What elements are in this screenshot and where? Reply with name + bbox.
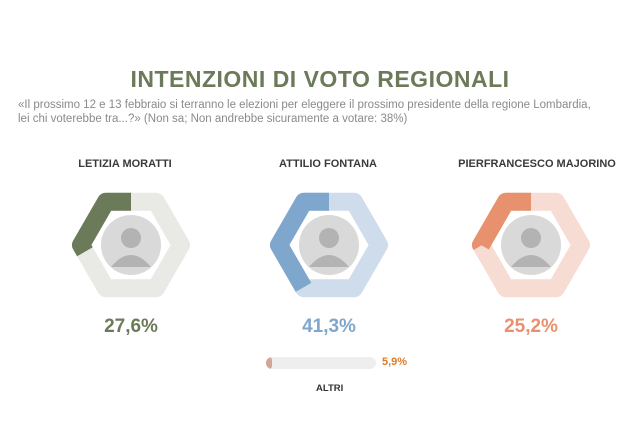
others-value-label: 5,9% [382,356,408,368]
others-bar-track [266,357,376,369]
survey-question: «Il prossimo 12 e 13 febbraio si terrann… [18,98,628,126]
value-label-moratti: 27,6% [104,316,158,337]
others-label: ALTRI [316,383,344,394]
ring-value-majorino [472,192,590,298]
others-bar-fill [266,357,273,369]
chart-title: INTENZIONI DI VOTO REGIONALI [130,66,510,92]
person-body-icon [309,255,349,267]
ring-value-moratti [72,192,190,298]
person-body-icon [511,255,551,267]
question-line-1: «Il prossimo 12 e 13 febbraio si terrann… [18,99,591,111]
question-line-2: lei chi voterebbe tra...?» (Non sa; Non … [18,113,408,125]
person-body-icon [111,255,151,267]
person-head-icon [319,228,339,248]
value-label-fontana: 41,3% [302,316,356,337]
candidate-name-moratti: LETIZIA MORATTI [78,158,172,170]
candidate-name-fontana: ATTILIO FONTANA [279,158,377,170]
person-head-icon [121,228,141,248]
person-head-icon [521,228,541,248]
ring-value-fontana [270,192,388,298]
value-label-majorino: 25,2% [504,316,558,337]
candidate-name-majorino: PIERFRANCESCO MAJORINO [458,158,616,170]
